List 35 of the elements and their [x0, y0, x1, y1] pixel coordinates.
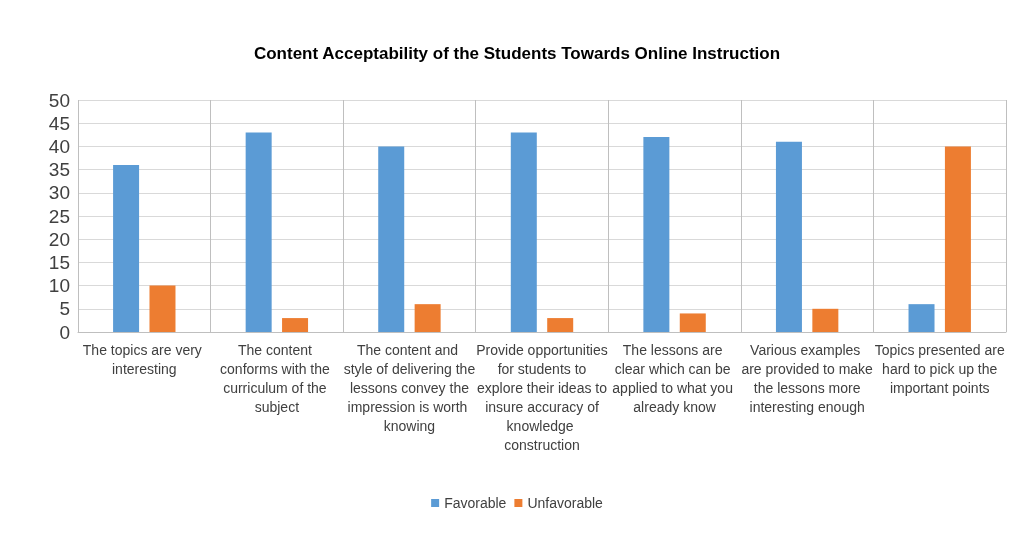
x-tick-label: The content and style of delivering the lessons convey the impression is worth knowing: [343, 341, 476, 434]
bar: [510, 132, 537, 332]
x-tick-label: Topics presented are hard to pick up the important points: [874, 341, 1005, 396]
y-tick-label: 0: [59, 321, 70, 343]
legend-label: Unfavorable: [527, 495, 604, 511]
bar: [149, 285, 176, 332]
y-tick-label: 40: [48, 135, 70, 157]
x-tick-label: The topics are very interesting: [82, 341, 206, 377]
bar: [414, 304, 441, 332]
bar: [775, 141, 802, 332]
y-tick-label: 30: [48, 182, 70, 204]
bar: [245, 132, 272, 332]
y-tick-label: 15: [48, 251, 70, 273]
y-tick-label: 50: [48, 89, 70, 111]
y-tick-label: 45: [48, 112, 70, 134]
bar: [378, 146, 405, 332]
legend-label: Favorable: [444, 495, 507, 511]
x-tick-label: The lessons are clear which can be applied to what you already know: [612, 341, 737, 415]
bar: [812, 308, 839, 332]
y-tick-label: 10: [48, 275, 70, 297]
chart-title: Content Acceptability of the Students Towards Online Instruction: [253, 44, 781, 63]
y-tick-label: 25: [48, 205, 70, 227]
bar: [282, 318, 309, 332]
bar: [547, 318, 574, 332]
x-tick-label: Various examples are provided to make the lessons more interesting enough: [741, 341, 874, 415]
bar: [113, 164, 140, 332]
x-tick-label: The content conforms with the curriculum of the subject: [220, 341, 334, 415]
bar: [944, 146, 971, 332]
bar: [643, 137, 670, 332]
y-tick-label: 5: [59, 298, 70, 320]
bar: [908, 304, 935, 332]
x-tick-label: Provide opportunities for students to explore their ideas to insure accuracy of knowledge construction: [476, 341, 608, 453]
y-tick-label: 35: [48, 159, 70, 181]
y-tick-label: 20: [48, 228, 70, 250]
bar: [679, 313, 706, 332]
